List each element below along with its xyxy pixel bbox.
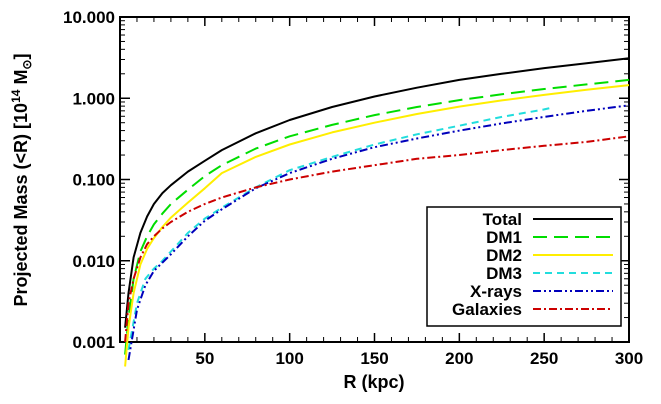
y-tick-label: 0.001 <box>72 333 115 352</box>
x-tick-label: 300 <box>615 349 643 368</box>
y-tick-label: 1.000 <box>72 89 115 108</box>
y-tick-label: 10.000 <box>63 8 115 27</box>
axis-ticks: 50 100 150 200 250 300 0.001 0.010 0.100 1.000 10.… <box>63 8 643 368</box>
x-tick-label: 200 <box>445 349 473 368</box>
series-line-galaxies <box>124 135 630 343</box>
legend-label: Total <box>483 210 522 229</box>
legend-label: DM2 <box>486 246 522 265</box>
legend-box <box>426 206 622 327</box>
x-tick-label: 50 <box>195 349 214 368</box>
series-line-dm3 <box>127 106 553 351</box>
series-line-dm2 <box>124 84 630 367</box>
y-tick-label: 0.010 <box>72 252 115 271</box>
x-tick-label: 150 <box>360 349 388 368</box>
series-line-dm1 <box>124 78 630 355</box>
legend-label: DM3 <box>486 264 522 283</box>
y-axis-title: Projected Mass (<R) [1014 M⊙] <box>9 54 34 307</box>
series-layer <box>124 57 630 367</box>
legend-label: X-rays <box>470 282 522 301</box>
series-line-total <box>124 57 630 328</box>
legend-label: Galaxies <box>452 300 522 319</box>
x-axis-title: R (kpc) <box>343 372 404 392</box>
x-tick-label: 100 <box>275 349 303 368</box>
y-tick-label: 0.100 <box>72 171 115 190</box>
legend-label: DM1 <box>486 228 522 247</box>
x-tick-label: 250 <box>530 349 558 368</box>
